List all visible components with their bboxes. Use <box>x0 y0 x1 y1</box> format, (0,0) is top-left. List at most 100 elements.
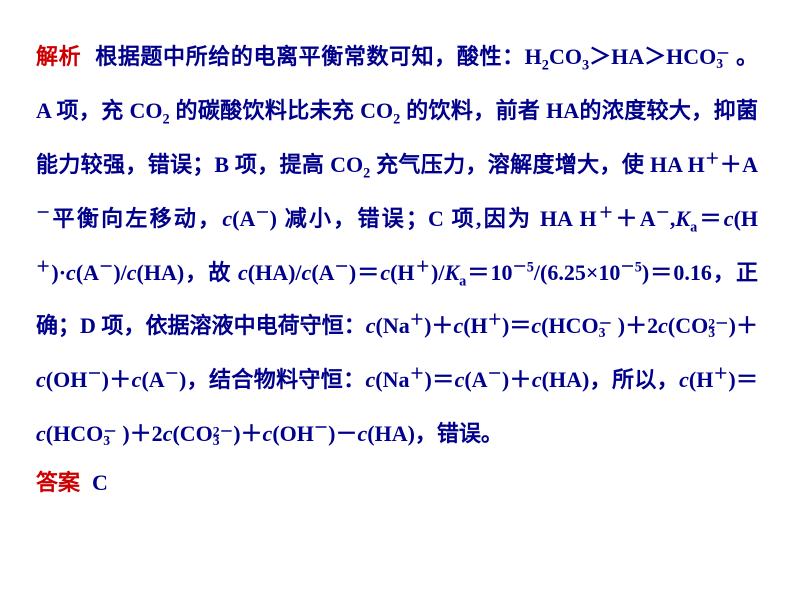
c: c <box>222 206 232 231</box>
charge: －3 <box>599 315 613 342</box>
c: c <box>679 367 689 392</box>
c: c <box>531 313 541 338</box>
t: (H <box>689 367 713 392</box>
charge: 2－3 <box>708 315 728 342</box>
t: (HA)，错误。 <box>367 421 503 446</box>
explanation-block: 解析根据题中所给的电离平衡常数可知，酸性：H2CO3＞HA＞HCO－3 。A 项… <box>36 30 758 461</box>
s: － <box>656 205 670 221</box>
t: )· <box>51 260 66 285</box>
c: c <box>532 367 542 392</box>
c: c <box>366 313 376 338</box>
t: (A <box>141 367 164 392</box>
s: －5 <box>512 259 533 275</box>
K: K <box>675 206 690 231</box>
c: c <box>380 260 390 285</box>
s: － <box>255 205 269 221</box>
t: )＝ <box>728 367 758 392</box>
t: )－ <box>328 421 357 446</box>
c: c <box>453 313 463 338</box>
t: (HA)，所以， <box>542 367 679 392</box>
s: － <box>99 259 113 275</box>
s: ＋ <box>597 205 616 221</box>
t: ＝ <box>697 206 724 231</box>
t: ) 减小，错误； <box>270 206 428 231</box>
t: 结合物料守恒： <box>209 367 366 392</box>
gap <box>572 206 580 231</box>
t: (A <box>311 260 334 285</box>
t: 根据题中所给的电离平衡常数可知，酸性：H <box>95 44 542 69</box>
t: ＝10 <box>466 260 512 285</box>
t: ＋2 <box>130 421 163 446</box>
c: c <box>358 421 368 446</box>
s: ＋ <box>415 259 431 275</box>
t: /(6.25×10 <box>534 260 620 285</box>
t: (H <box>463 313 487 338</box>
jiexi-label: 解析 <box>36 44 81 69</box>
t: (H <box>390 260 414 285</box>
t: 充气压力， <box>370 152 488 177</box>
t: (A <box>232 206 255 231</box>
s: － <box>36 205 50 221</box>
s: ＋ <box>36 259 51 275</box>
t: ) <box>117 421 130 446</box>
t: (Na <box>375 367 409 392</box>
c: c <box>455 367 465 392</box>
charge: 2－3 <box>213 423 233 450</box>
s: 2 <box>162 111 169 127</box>
s: － <box>314 421 328 437</box>
t: )＋ <box>424 313 453 338</box>
t: )＋ <box>502 367 532 392</box>
s: 2 <box>542 57 549 73</box>
s: ＋ <box>410 367 425 383</box>
t: ＞HA＞ <box>589 44 666 69</box>
c: c <box>263 421 273 446</box>
t: 的碳酸饮料比未充 CO <box>170 98 394 123</box>
t: C 项,因为 HA <box>428 206 572 231</box>
answer-value: C <box>92 470 108 495</box>
c: c <box>724 206 734 231</box>
t: (CO <box>172 421 212 446</box>
t: (HA)，故 <box>137 260 238 285</box>
s: ＋ <box>488 313 502 329</box>
t: 平衡向左移动， <box>50 206 222 231</box>
s: － <box>488 367 502 383</box>
s: ＋ <box>705 151 720 167</box>
t: H <box>580 206 597 231</box>
answer-block: 答案 C <box>36 465 758 497</box>
daan-label: 答案 <box>36 470 80 495</box>
c: c <box>366 367 376 392</box>
t: (HCO <box>541 313 598 338</box>
t: (CO <box>668 313 708 338</box>
s: ＋ <box>713 367 728 383</box>
charge: －3 <box>716 45 730 72</box>
c: c <box>66 260 76 285</box>
c: c <box>132 367 142 392</box>
t: (A <box>464 367 487 392</box>
c: c <box>238 260 248 285</box>
t: (Na <box>376 313 410 338</box>
t: )＝ <box>425 367 455 392</box>
t: )＝ <box>502 313 531 338</box>
c: c <box>302 260 312 285</box>
s: － <box>335 259 349 275</box>
s: －5 <box>620 259 641 275</box>
t: )＋ <box>102 367 132 392</box>
c: c <box>658 313 668 338</box>
t: )/ <box>431 260 444 285</box>
t: )， <box>179 367 209 392</box>
t: (OH <box>46 367 88 392</box>
s: － <box>165 367 179 383</box>
t: CO <box>549 44 582 69</box>
t: (OH <box>272 421 314 446</box>
c: c <box>127 260 137 285</box>
t: (HA)/ <box>248 260 302 285</box>
t: (H <box>734 206 758 231</box>
t: ＝ <box>356 260 380 285</box>
t: )＋ <box>729 313 758 338</box>
t: ＋A <box>720 152 758 177</box>
s: ＋ <box>410 313 424 329</box>
t: (HCO <box>46 421 103 446</box>
s: － <box>87 367 101 383</box>
t: (A <box>76 260 99 285</box>
c: c <box>36 367 46 392</box>
